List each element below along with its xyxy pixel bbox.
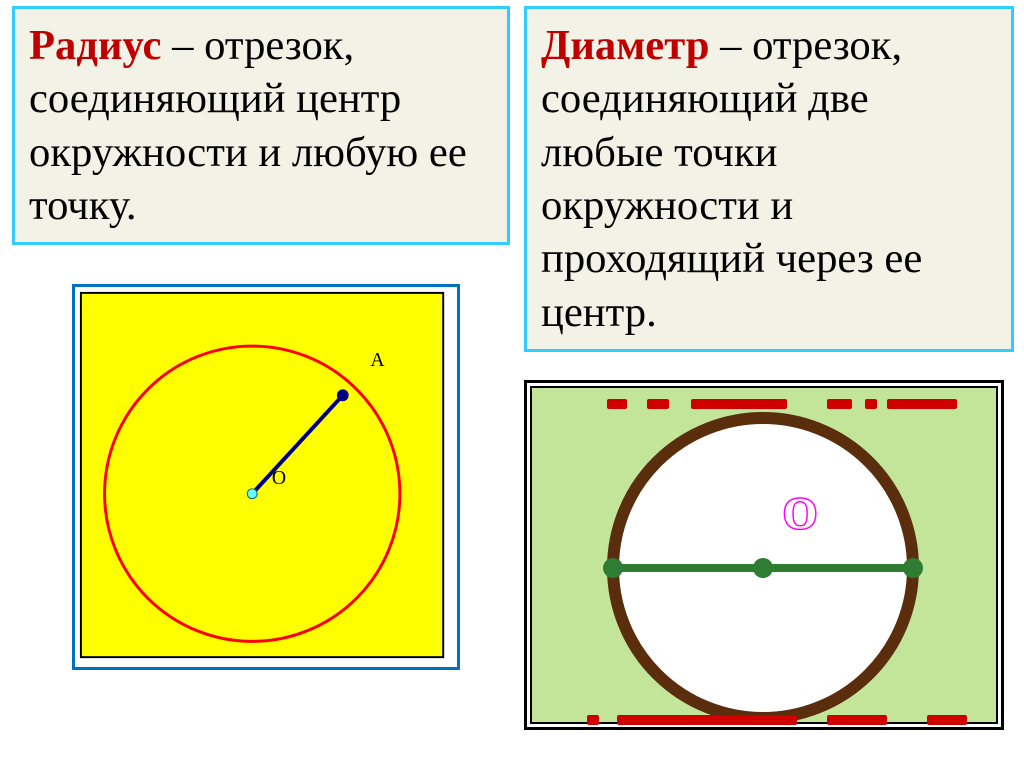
radius-svg: O A [75,287,457,667]
center-label-o: О [783,489,817,538]
definition-box-radius: Радиус – отрезок, соединяющий центр окру… [12,6,510,245]
text-diameter: – отрезок, соединяющий две любые точки о… [541,22,922,336]
diameter-cropped-text-top [607,399,957,409]
radius-edge-point [337,389,349,401]
edge-label-a: A [370,349,385,371]
diameter-svg: О [527,383,1001,727]
definition-box-diameter: Диаметр – отрезок, соединяющий две любые… [524,6,1014,352]
diameter-point [753,558,773,578]
figure-diameter: О [524,380,1004,730]
diameter-point [603,558,623,578]
center-label-o: O [272,467,286,489]
diameter-point [903,558,923,578]
term-diameter: Диаметр [541,22,709,69]
figure-radius: O A [72,284,460,670]
term-radius: Радиус [29,22,162,69]
radius-center-point [247,489,257,499]
